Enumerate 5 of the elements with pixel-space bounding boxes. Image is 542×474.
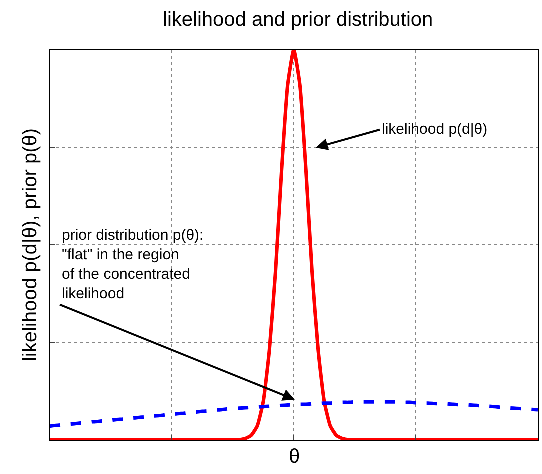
text: θ [289,446,300,468]
chart-title: likelihood and prior distribution [163,8,434,31]
annotation: likelihood p(d|θ) [382,121,488,138]
annotation: prior distribution p(θ): "flat" in the region of the concentrated likelihood [62,227,204,302]
y-axis-title: likelihood p(d|θ), prior p(θ) [20,128,42,362]
